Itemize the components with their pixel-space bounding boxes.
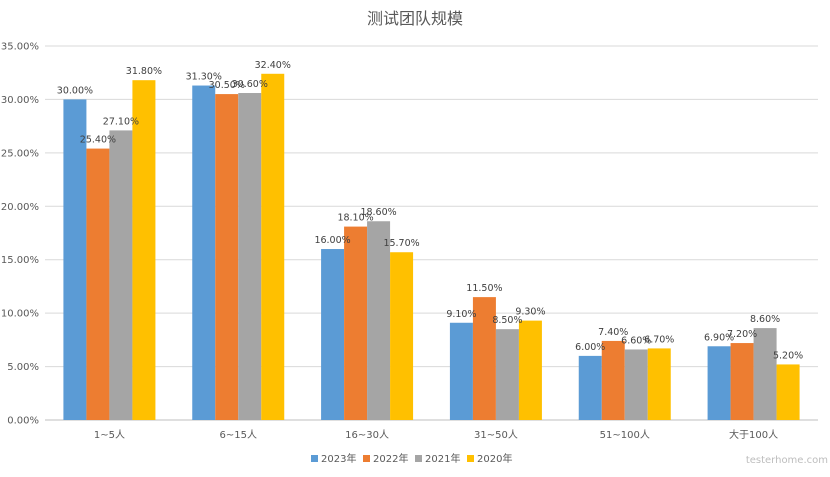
bar xyxy=(192,85,216,420)
bar xyxy=(624,349,648,420)
legend-swatch xyxy=(415,455,422,462)
data-label: 6.90% xyxy=(704,332,734,343)
bar xyxy=(647,348,671,420)
legend-label: 2020年 xyxy=(477,452,512,465)
data-labels: 30.00% 25.40% 27.10% 31.80% 31.30%30.50%30.6… xyxy=(57,60,803,362)
data-label: 5.20% xyxy=(773,350,803,361)
x-category-label: 51~100人 xyxy=(600,429,650,441)
bar xyxy=(449,322,473,420)
y-tick-label: 20.00% xyxy=(1,202,39,213)
bar xyxy=(776,364,800,420)
data-label: 30.60% xyxy=(232,79,268,90)
y-tick-label: 5.00% xyxy=(7,362,39,373)
data-label: 27.10% xyxy=(103,116,139,127)
legend-label: 2022年 xyxy=(373,452,408,465)
bar xyxy=(753,328,777,420)
data-label: 8.50% xyxy=(492,315,522,326)
data-label: 11.50% xyxy=(466,283,502,294)
bar xyxy=(518,320,542,420)
data-label: 18.60% xyxy=(360,207,396,218)
data-label: 9.30% xyxy=(515,307,545,318)
data-label: 9.10% xyxy=(446,309,476,320)
y-tick-label: 35.00% xyxy=(1,42,39,53)
bar xyxy=(261,73,285,420)
bar xyxy=(730,343,754,420)
x-category-label: 大于100人 xyxy=(729,428,778,441)
data-label: 31.30% xyxy=(186,72,222,83)
data-label: 25.40% xyxy=(80,135,116,146)
bar xyxy=(344,226,368,420)
bar xyxy=(86,148,110,420)
legend-label: 2023年 xyxy=(321,452,356,465)
data-label: 6.00% xyxy=(575,342,605,353)
bars xyxy=(63,73,800,421)
x-category-label: 16~30人 xyxy=(345,429,389,441)
x-category-label: 31~50人 xyxy=(474,429,518,441)
y-tick-label: 0.00% xyxy=(7,416,39,427)
data-label: 18.10% xyxy=(337,213,373,224)
legend: 2023年 2022年 2021年 2020年 xyxy=(311,452,512,465)
legend-swatch xyxy=(311,455,318,462)
data-label: 7.40% xyxy=(598,327,628,338)
bar xyxy=(132,80,156,421)
data-label: 7.20% xyxy=(727,329,757,340)
data-label: 30.50% xyxy=(209,80,245,91)
legend-label: 2021年 xyxy=(425,452,460,465)
legend-swatch xyxy=(467,455,474,462)
bar xyxy=(495,329,519,420)
bar xyxy=(215,94,239,420)
data-label: 15.70% xyxy=(383,238,419,249)
y-tick-label: 25.00% xyxy=(1,148,39,159)
x-category-label: 1~5人 xyxy=(94,429,125,441)
data-label: 32.40% xyxy=(255,60,291,71)
bar xyxy=(601,340,625,420)
watermark: testerhome.com xyxy=(746,455,828,466)
x-category-label: 6~15人 xyxy=(220,429,257,441)
bar xyxy=(367,221,391,420)
data-label: 16.00% xyxy=(314,235,350,246)
y-axis-ticks: 0.00% 5.00% 10.00% 15.00% 20.00% 25.00% 30.00%… xyxy=(1,42,39,427)
legend-swatch xyxy=(363,455,370,462)
data-label: 6.60% xyxy=(621,335,651,346)
bar xyxy=(472,297,496,420)
bar xyxy=(63,99,87,420)
data-label: 8.60% xyxy=(750,314,780,325)
y-tick-label: 10.00% xyxy=(1,309,39,320)
data-label: 6.70% xyxy=(644,334,674,345)
y-tick-label: 15.00% xyxy=(1,255,39,266)
gridlines xyxy=(45,45,818,421)
bar xyxy=(390,252,414,420)
bar xyxy=(109,130,133,420)
y-tick-label: 30.00% xyxy=(1,95,39,106)
chart-title: 测试团队规模 xyxy=(367,9,463,28)
bar xyxy=(707,346,731,420)
data-label: 31.80% xyxy=(126,66,162,77)
bar xyxy=(238,93,262,420)
x-axis-categories: 1~5人 6~15人 16~30人 31~50人 51~100人 大于100人 xyxy=(94,428,778,441)
bar xyxy=(321,249,345,420)
bar xyxy=(578,355,602,420)
data-label: 30.00% xyxy=(57,85,93,96)
